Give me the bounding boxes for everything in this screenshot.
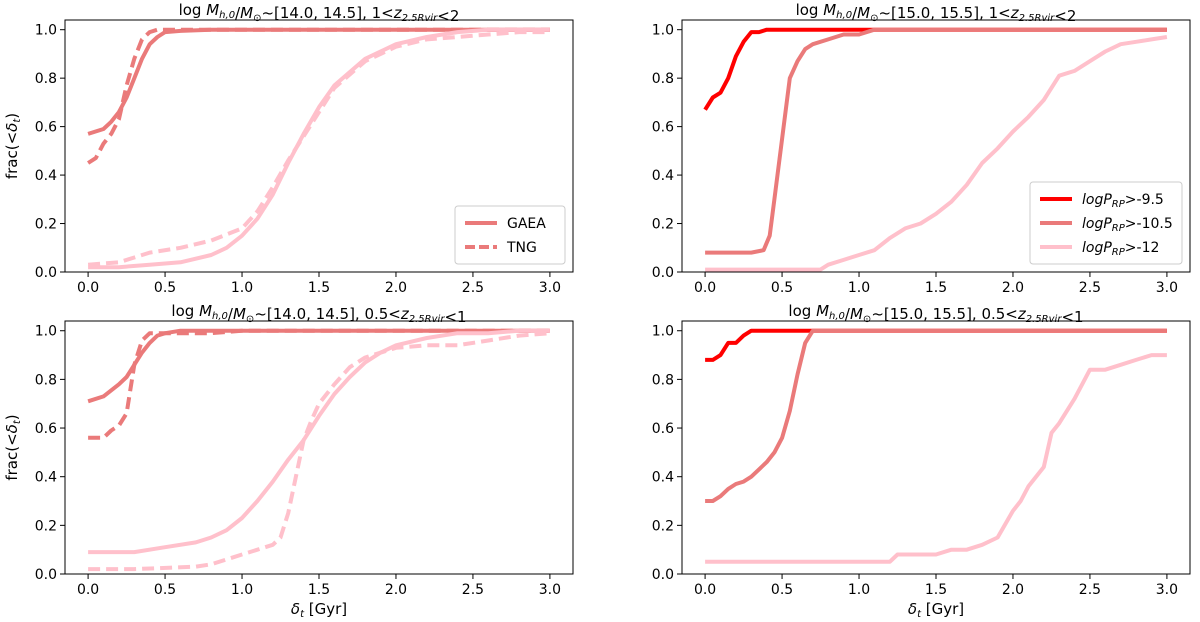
x-tick-label: 0.0: [77, 280, 99, 296]
y-tick-label: 0.8: [35, 372, 57, 388]
x-tick-label: 3.0: [1156, 582, 1178, 598]
y-tick-label: 0.4: [652, 470, 674, 486]
series-line-2: [87, 27, 550, 165]
panel-title: log Mh,0/M⊙~[15.0, 15.5], 0.5<z2.5Rvir<1: [788, 302, 1083, 326]
legend-label: logPRP>-10.5: [1082, 216, 1173, 234]
y-tick-label: 0.4: [35, 168, 57, 184]
y-tick-label: 1.0: [35, 23, 57, 39]
x-tick-label: 2.0: [385, 582, 407, 598]
x-tick-label: 1.5: [308, 582, 330, 598]
x-tick-label: 3.0: [1156, 280, 1178, 296]
x-tick-label: 1.0: [848, 582, 870, 598]
y-axis-label: frac(<δt): [3, 414, 23, 480]
y-tick-label: 0.2: [652, 217, 674, 233]
x-tick-label: 2.5: [1079, 280, 1101, 296]
panel-top-left: 0.0 0.5 1.0 1.5 2.0 2.5 3.0 0.0 0.2 0.4 0.6 0.8 1.0 l…: [3, 1, 574, 296]
panel-top-right: 0.0 0.5 1.0 1.5 2.0 2.5 3.0 0.0 0.2 0.4 0.6 0.8 1.0 l…: [652, 1, 1191, 296]
plot-frame: [681, 320, 1191, 575]
x-tick-label: 1.5: [925, 280, 947, 296]
legend-label: logPRP>-9.5: [1082, 192, 1164, 210]
x-tick-label: 0.0: [694, 582, 716, 598]
x-tick-label: 3.0: [539, 582, 561, 598]
series-line-1: [87, 328, 550, 404]
x-tick-label: 2.5: [1079, 582, 1101, 598]
x-tick-label: 1.5: [925, 582, 947, 598]
panel-title: log Mh,0/M⊙~[14.0, 14.5], 0.5<z2.5Rvir<1: [171, 302, 466, 326]
y-tick-label: 0.0: [35, 567, 57, 583]
x-tick-label: 1.0: [231, 280, 253, 296]
y-tick-label: 1.0: [35, 324, 57, 340]
x-tick-label: 2.5: [462, 280, 484, 296]
y-tick-label: 0.6: [35, 120, 57, 136]
y-tick-label: 0.4: [652, 168, 674, 184]
x-axis-label: δt [Gyr]: [908, 600, 964, 620]
y-tick-label: 0.6: [35, 421, 57, 437]
y-tick-label: 0.0: [35, 265, 57, 281]
x-tick-label: 0.0: [694, 280, 716, 296]
y-tick-label: 0.8: [652, 372, 674, 388]
legend-label: GAEA: [507, 216, 546, 232]
legend-label: logPRP>-12: [1082, 240, 1159, 258]
y-tick-label: 0.2: [652, 518, 674, 534]
series-line-3: [705, 353, 1167, 564]
panel-title: log Mh,0/M⊙~[15.0, 15.5], 1<z2.5Rvir<2: [796, 1, 1077, 25]
y-tick-label: 0.6: [652, 120, 674, 136]
x-tick-label: 2.0: [1002, 280, 1024, 296]
series-line-2: [705, 328, 1167, 503]
y-tick-label: 0.8: [35, 71, 57, 87]
series-line-1: [87, 27, 550, 136]
panel-title: log Mh,0/M⊙~[14.0, 14.5], 1<z2.5Rvir<2: [179, 1, 460, 25]
series-line-1: [705, 328, 1167, 362]
panel-bottom-right: 0.0 0.5 1.0 1.5 2.0 2.5 3.0 0.0 0.2 0.4 0.6 0.8 1.0 l…: [652, 302, 1191, 620]
series-line-1: [703, 27, 1167, 111]
x-tick-label: 2.0: [1002, 582, 1024, 598]
x-tick-label: 0.5: [154, 582, 176, 598]
series-line-4: [87, 30, 550, 267]
y-tick-label: 0.0: [652, 567, 674, 583]
y-axis-label: frac(<δt): [3, 113, 23, 179]
x-tick-label: 0.0: [77, 582, 99, 598]
legend: [454, 205, 566, 265]
x-tick-label: 2.0: [385, 280, 407, 296]
x-tick-label: 0.5: [154, 280, 176, 296]
series-line-3: [88, 328, 550, 555]
y-tick-label: 0.0: [652, 265, 674, 281]
x-tick-label: 0.5: [771, 582, 793, 598]
y-tick-label: 0.2: [35, 518, 57, 534]
x-tick-label: 1.0: [231, 582, 253, 598]
x-tick-label: 2.5: [462, 582, 484, 598]
series-line-2: [88, 328, 550, 440]
legend-label: TNG: [506, 240, 537, 256]
panel-bottom-left: 0.0 0.5 1.0 1.5 2.0 2.5 3.0 0.0 0.2 0.4 0.6 0.8 1.0 l…: [3, 302, 574, 620]
x-tick-label: 3.0: [539, 280, 561, 296]
plot-frame: [64, 320, 574, 575]
legend: [1029, 181, 1183, 265]
x-tick-label: 0.5: [771, 280, 793, 296]
y-tick-label: 1.0: [652, 23, 674, 39]
x-axis-label: δt [Gyr]: [291, 600, 347, 620]
series-line-2: [705, 27, 1167, 255]
series-line-3: [705, 35, 1168, 272]
x-tick-label: 1.5: [308, 280, 330, 296]
y-tick-label: 0.4: [35, 470, 57, 486]
y-tick-label: 0.8: [652, 71, 674, 87]
x-tick-label: 1.0: [848, 280, 870, 296]
series-line-4: [88, 331, 551, 572]
y-tick-label: 1.0: [652, 324, 674, 340]
y-tick-label: 0.2: [35, 217, 57, 233]
y-tick-label: 0.6: [652, 421, 674, 437]
